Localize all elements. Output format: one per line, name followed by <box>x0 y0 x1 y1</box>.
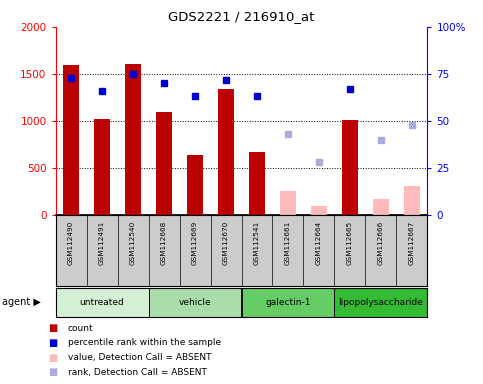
Bar <box>156 112 172 215</box>
Text: count: count <box>68 324 93 333</box>
Bar <box>373 199 389 215</box>
Text: GSM112490: GSM112490 <box>68 221 74 265</box>
Text: ■: ■ <box>48 367 57 377</box>
Text: galectin-1: galectin-1 <box>265 298 311 307</box>
Text: GSM112668: GSM112668 <box>161 221 167 265</box>
Bar <box>149 288 242 317</box>
Bar <box>187 155 203 215</box>
Bar <box>311 206 327 215</box>
Text: GSM112667: GSM112667 <box>409 221 415 265</box>
Text: vehicle: vehicle <box>179 298 212 307</box>
Bar <box>334 288 427 317</box>
Text: agent ▶: agent ▶ <box>2 297 41 307</box>
Text: GSM112664: GSM112664 <box>316 221 322 265</box>
Bar <box>280 190 296 215</box>
Bar <box>125 64 141 215</box>
Text: GSM112669: GSM112669 <box>192 221 198 265</box>
Bar <box>63 65 79 215</box>
Bar <box>94 119 110 215</box>
Bar <box>242 288 334 317</box>
Text: untreated: untreated <box>80 298 125 307</box>
Text: GSM112670: GSM112670 <box>223 221 229 265</box>
Text: GSM112661: GSM112661 <box>285 221 291 265</box>
Text: value, Detection Call = ABSENT: value, Detection Call = ABSENT <box>68 353 211 362</box>
Text: GSM112666: GSM112666 <box>378 221 384 265</box>
Text: ■: ■ <box>48 353 57 362</box>
Text: ■: ■ <box>48 323 57 333</box>
Bar <box>56 288 149 317</box>
Text: percentile rank within the sample: percentile rank within the sample <box>68 338 221 348</box>
Bar <box>218 89 234 215</box>
Bar <box>249 152 265 215</box>
Text: GSM112540: GSM112540 <box>130 221 136 265</box>
Text: lipopolysaccharide: lipopolysaccharide <box>339 298 424 307</box>
Text: GSM112665: GSM112665 <box>347 221 353 265</box>
Text: GDS2221 / 216910_at: GDS2221 / 216910_at <box>168 10 315 23</box>
Text: ■: ■ <box>48 338 57 348</box>
Text: rank, Detection Call = ABSENT: rank, Detection Call = ABSENT <box>68 367 207 377</box>
Bar <box>404 186 420 215</box>
Bar <box>342 120 358 215</box>
Text: GSM112541: GSM112541 <box>254 221 260 265</box>
Text: GSM112491: GSM112491 <box>99 221 105 265</box>
